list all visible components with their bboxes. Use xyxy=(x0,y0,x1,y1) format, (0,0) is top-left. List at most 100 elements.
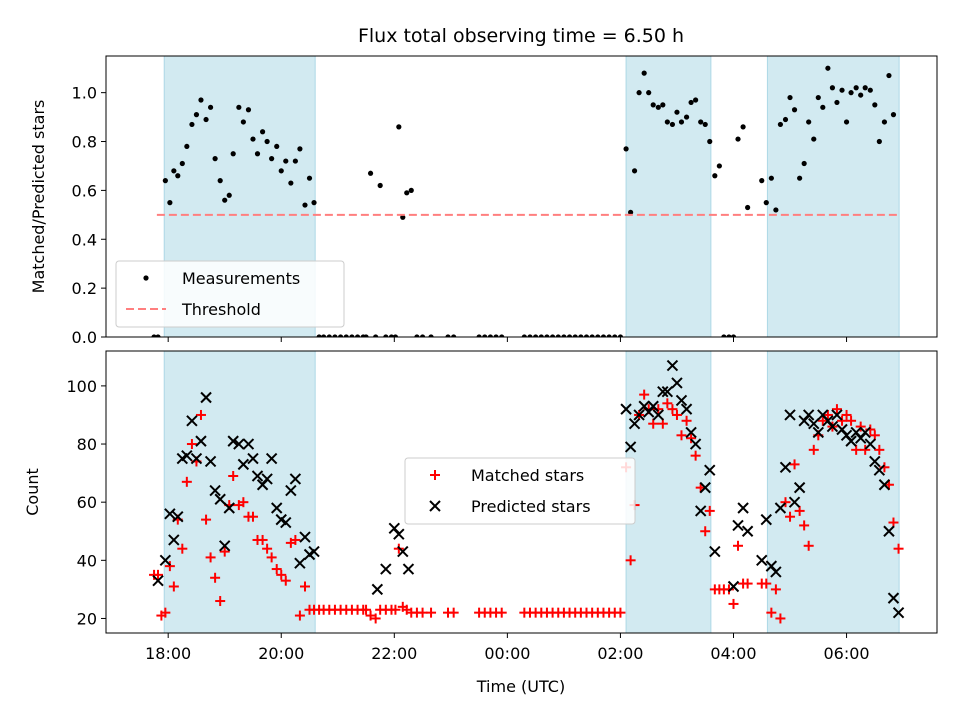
data-point xyxy=(164,508,176,520)
data-point xyxy=(843,119,850,125)
data-point xyxy=(195,435,207,447)
legend-box xyxy=(404,457,636,525)
data-point xyxy=(606,334,612,337)
data-point xyxy=(210,572,221,583)
data-point xyxy=(237,458,250,471)
data-point xyxy=(217,178,223,184)
data-point xyxy=(803,540,814,551)
data-point xyxy=(631,168,638,174)
data-point xyxy=(683,114,690,120)
data-point xyxy=(787,94,793,101)
data-point xyxy=(186,439,197,450)
y-tick-label: 0.6 xyxy=(72,181,97,200)
data-point xyxy=(251,470,264,482)
data-point xyxy=(712,173,718,179)
data-point xyxy=(686,433,697,444)
data-point xyxy=(572,334,578,337)
data-point xyxy=(785,511,796,522)
y-tick-label: 1.0 xyxy=(72,84,97,103)
data-point xyxy=(860,444,871,455)
data-point xyxy=(595,334,601,337)
data-point xyxy=(302,202,308,208)
series-0 xyxy=(149,389,904,624)
data-point xyxy=(269,156,275,162)
data-point xyxy=(825,65,831,71)
data-point xyxy=(732,519,744,532)
data-point xyxy=(770,566,782,578)
data-point xyxy=(238,497,249,508)
data-point xyxy=(349,334,355,337)
data-point xyxy=(774,502,787,514)
data-point xyxy=(723,584,734,595)
data-point xyxy=(872,102,878,108)
data-point xyxy=(354,334,361,337)
chart-title: Flux total observing time = 6.50 h xyxy=(358,25,684,47)
data-point xyxy=(290,534,301,545)
data-point xyxy=(848,90,854,96)
data-point xyxy=(155,334,161,337)
data-point xyxy=(791,107,798,113)
data-point xyxy=(639,389,650,400)
data-point xyxy=(674,109,680,115)
data-point xyxy=(181,476,192,487)
data-point xyxy=(168,534,180,546)
data-point xyxy=(831,409,843,421)
data-point xyxy=(815,94,821,101)
data-point xyxy=(262,543,273,554)
data-point xyxy=(841,409,852,420)
data-point xyxy=(740,124,746,130)
data-point xyxy=(212,156,218,162)
data-point xyxy=(236,104,242,110)
data-point xyxy=(845,435,857,447)
data-point xyxy=(261,473,273,485)
data-point xyxy=(671,409,682,420)
data-point xyxy=(168,581,179,592)
data-point xyxy=(664,119,670,125)
data-point xyxy=(209,484,221,497)
data-point xyxy=(846,415,857,426)
data-point xyxy=(702,121,708,128)
data-point xyxy=(680,403,693,415)
data-point xyxy=(250,136,256,142)
data-point xyxy=(162,178,168,184)
x-tick-label: 02:00 xyxy=(597,644,643,663)
series-group xyxy=(151,65,901,337)
data-point xyxy=(693,97,699,103)
data-point xyxy=(215,596,226,607)
data-point xyxy=(811,136,817,142)
data-point xyxy=(184,143,190,150)
data-point xyxy=(887,592,900,604)
data-point xyxy=(797,175,803,181)
data-point xyxy=(873,464,886,476)
data-point xyxy=(308,545,320,558)
y-axis-label: Count xyxy=(23,468,42,516)
data-point xyxy=(829,85,836,91)
data-point xyxy=(397,545,409,558)
data-point xyxy=(294,557,306,569)
data-point xyxy=(768,175,774,181)
data-point xyxy=(264,138,270,145)
data-point xyxy=(388,334,395,337)
data-point xyxy=(628,417,641,430)
data-point xyxy=(499,334,505,337)
data-point xyxy=(801,160,807,167)
data-point xyxy=(623,146,629,152)
data-point xyxy=(370,613,381,624)
data-point xyxy=(620,403,632,415)
data-point xyxy=(179,160,185,167)
y-tick-label: 20 xyxy=(77,609,97,628)
x-tick-label: 04:00 xyxy=(710,644,756,663)
legend-label: Threshold xyxy=(181,300,261,319)
x-axis-label: Time (UTC) xyxy=(476,677,565,696)
data-point xyxy=(700,526,711,537)
data-point xyxy=(280,516,292,529)
data-point xyxy=(271,564,282,575)
data-point xyxy=(544,334,550,337)
data-point xyxy=(851,444,862,455)
legend: Measurements Threshold xyxy=(115,260,345,328)
data-point xyxy=(689,438,702,450)
data-point xyxy=(226,192,232,198)
y-tick-label: 0.0 xyxy=(72,328,97,347)
legend-label: Matched stars xyxy=(471,466,584,485)
